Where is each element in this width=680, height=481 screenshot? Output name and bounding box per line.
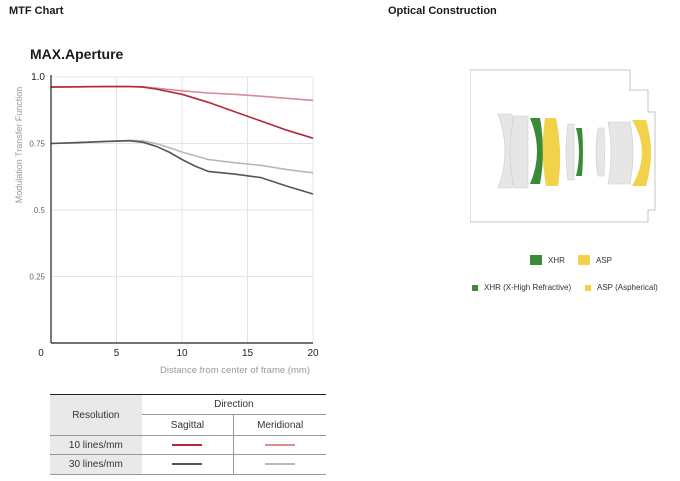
diagram-asp-label: ASP	[578, 255, 612, 265]
diagram-xhr-label: XHR	[530, 255, 565, 265]
optical-legend-xhr: XHR (X-High Refractive)	[472, 283, 571, 292]
line-legend-table: Resolution Direction Sagittal Meridional…	[50, 394, 326, 475]
xhr-short-label: XHR	[548, 255, 565, 265]
series-line-0	[50, 85, 314, 139]
aperture-title: MAX.Aperture	[30, 46, 124, 62]
glass-element	[595, 127, 605, 177]
xhr-swatch	[530, 255, 542, 265]
row-label: 10 lines/mm	[50, 435, 142, 455]
sagittal-30-swatch	[172, 463, 203, 466]
meridional-10-swatch	[265, 443, 296, 446]
glass-element	[565, 123, 575, 181]
y-tick-label: 0.75	[29, 140, 45, 149]
meridional-30-swatch	[265, 463, 296, 466]
glass-element	[607, 121, 634, 185]
lens-barrel-outline	[470, 69, 656, 223]
glass-element	[509, 115, 529, 189]
asp-legend-label: ASP (Aspherical)	[597, 283, 658, 292]
chart-grid	[51, 76, 314, 343]
direction-header: Direction	[141, 394, 326, 415]
optical-legend-asp: ASP (Aspherical)	[585, 283, 658, 292]
asp-element	[542, 118, 561, 186]
y-tick-label: 0.25	[29, 273, 45, 282]
table-row: 30 lines/mm	[50, 454, 326, 475]
xhr-legend-swatch	[472, 284, 478, 291]
chart-series	[50, 85, 314, 195]
mtf-chart: 1.0 0.75 0.5 0.25 0 5 10 15 20 Modulation Transf…	[14, 72, 319, 376]
sagittal-10-swatch	[172, 443, 203, 446]
table-row: 10 lines/mm	[50, 435, 326, 455]
asp-short-label: ASP	[596, 255, 613, 265]
x-tick-label: 10	[176, 348, 188, 359]
sagittal-header: Sagittal	[141, 414, 234, 436]
y-tick-label: 1.0	[31, 72, 45, 83]
series-line-2	[50, 140, 314, 195]
meridional-header: Meridional	[233, 414, 326, 436]
x-tick-label: 5	[114, 348, 120, 359]
x-tick-label: 15	[242, 348, 254, 359]
resolution-header: Resolution	[50, 394, 142, 436]
xhr-element	[530, 118, 543, 184]
x-axis-label: Distance from center of frame (mm)	[160, 365, 310, 376]
mtf-chart-heading: MTF Chart	[9, 5, 64, 17]
asp-element	[632, 120, 651, 186]
optical-construction-diagram	[470, 69, 656, 260]
y-tick-label: 0.5	[34, 206, 46, 215]
y-axis-label: Modulation Transfer Function	[14, 87, 24, 204]
x-tick-label: 0	[38, 348, 44, 359]
x-tick-label: 20	[307, 348, 319, 359]
row-label: 30 lines/mm	[50, 454, 142, 475]
xhr-legend-label: XHR (X-High Refractive)	[484, 283, 572, 292]
optical-construction-heading: Optical Construction	[388, 5, 497, 17]
chart-axes: 1.0 0.75 0.5 0.25 0 5 10 15 20	[29, 72, 319, 359]
asp-legend-swatch	[585, 284, 591, 291]
asp-swatch	[578, 255, 590, 265]
xhr-element	[576, 128, 583, 176]
